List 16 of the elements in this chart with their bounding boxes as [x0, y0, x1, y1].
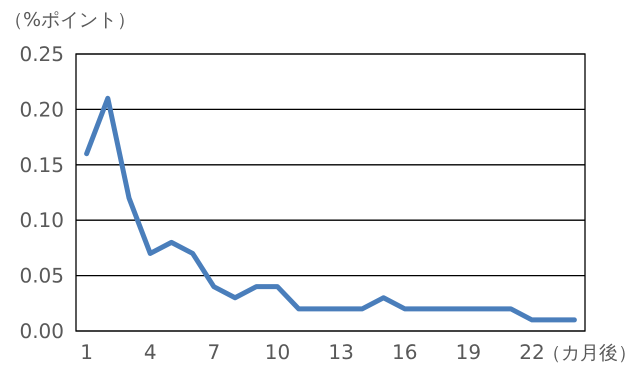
y-tick-label: 0.05: [19, 264, 64, 288]
y-axis-title: （%ポイント）: [4, 9, 136, 31]
x-tick-label: 4: [144, 340, 157, 364]
x-tick-label: 7: [207, 340, 220, 364]
y-tick-label: 0.20: [19, 97, 64, 122]
x-tick-label: 1: [80, 340, 93, 364]
y-tick-label: 0.15: [19, 152, 64, 177]
x-tick-label: 13: [328, 340, 354, 364]
y-tick-label: 0.00: [19, 319, 64, 343]
y-tick-label: 0.25: [19, 42, 64, 66]
y-tick-label: 0.10: [19, 208, 64, 232]
x-axis-title: （カ月後）: [542, 342, 637, 364]
x-tick-label: 19: [456, 340, 482, 364]
x-tick-label: 10: [264, 340, 290, 364]
x-tick-label: 16: [392, 340, 418, 364]
x-tick-label: 22: [519, 340, 545, 364]
